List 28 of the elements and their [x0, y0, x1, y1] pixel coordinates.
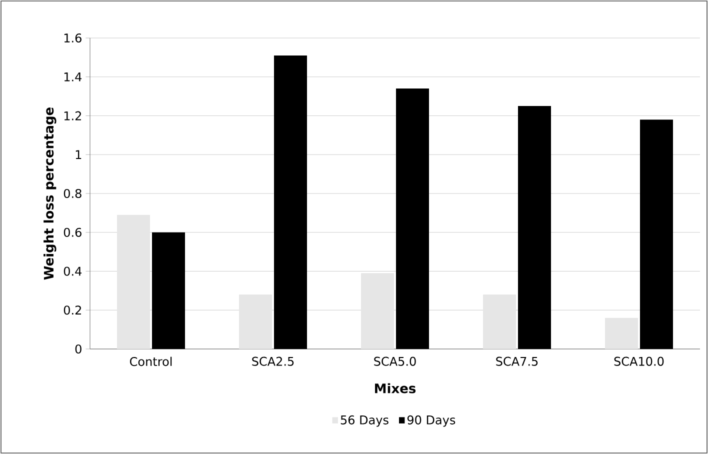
- legend-label: 90 Days: [407, 415, 456, 427]
- y-tick-label: 1.6: [64, 33, 82, 43]
- bar: [117, 214, 150, 349]
- bar: [483, 294, 516, 349]
- x-axis-title: Mixes: [375, 383, 416, 394]
- bar: [152, 232, 186, 349]
- bar: [605, 318, 638, 349]
- x-tick-label: SCA2.5: [252, 356, 294, 366]
- x-tick-label: SCA10.0: [614, 356, 664, 366]
- x-tick-label: Control: [130, 356, 172, 366]
- bar: [274, 55, 308, 349]
- y-tick-label: 0.4: [64, 266, 82, 276]
- y-tick-label: 0: [75, 344, 82, 354]
- x-tick-label: SCA7.5: [496, 356, 538, 366]
- bar: [361, 273, 394, 349]
- y-tick-label: 1.4: [64, 72, 82, 82]
- bar: [396, 88, 429, 349]
- bar: [239, 294, 272, 349]
- y-tick-label: 0.2: [64, 306, 82, 315]
- y-axis-title: Weight loss percentage: [44, 108, 56, 280]
- legend-label: 56 Days: [340, 415, 388, 427]
- bar: [640, 120, 673, 349]
- y-tick-label: 0.8: [64, 188, 82, 198]
- bar: [518, 106, 551, 349]
- y-tick-label: 1.2: [64, 111, 82, 120]
- y-tick-label: 1: [76, 150, 82, 159]
- y-tick-label: 0.6: [64, 228, 82, 237]
- x-tick-label: SCA5.0: [374, 356, 416, 366]
